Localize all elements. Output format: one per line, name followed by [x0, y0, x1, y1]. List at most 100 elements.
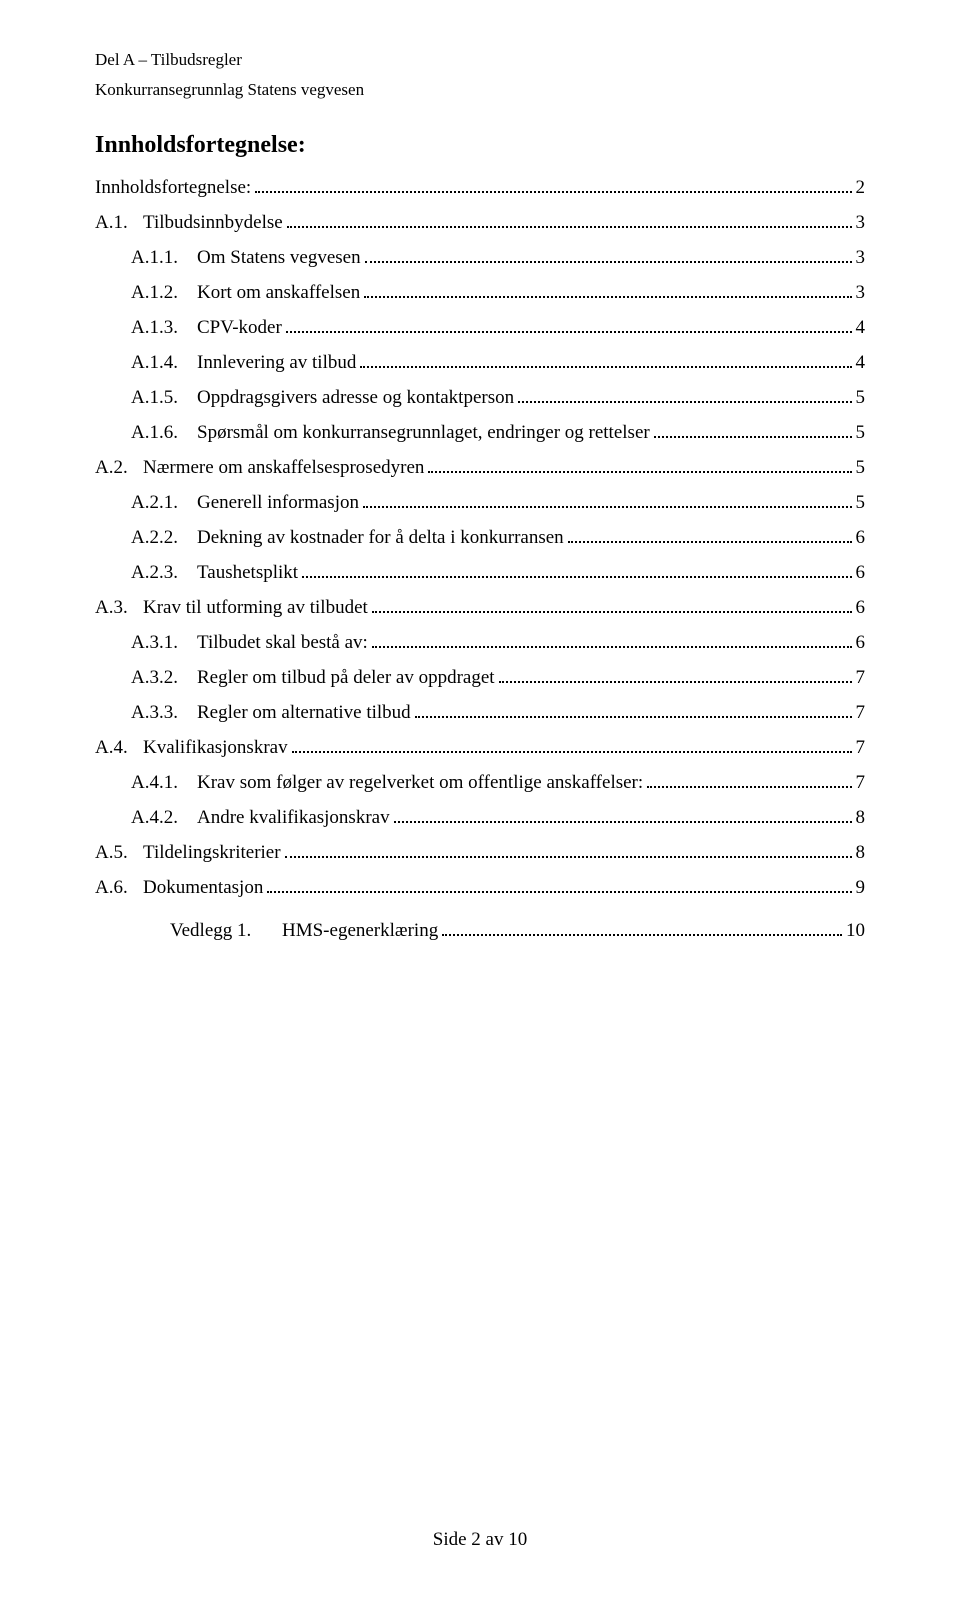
toc-entry-text: Tilbudsinnbydelse: [143, 212, 283, 234]
toc-entry-text: Spørsmål om konkurransegrunnlaget, endri…: [197, 422, 650, 444]
toc-entry-text: HMS-egenerklæring: [282, 920, 438, 942]
toc-entry-number: A.2.: [95, 457, 143, 479]
toc-entry-number: A.1.6.: [131, 422, 197, 444]
toc-leader: [287, 226, 852, 228]
toc-entry-text: Tildelingskriterier: [143, 842, 281, 864]
toc-entry-page: 8: [856, 842, 866, 864]
toc-entry-text: Krav til utforming av tilbudet: [143, 597, 368, 619]
toc-entry-page: 7: [856, 702, 866, 724]
toc-entry-page: 4: [856, 352, 866, 374]
toc-leader: [647, 786, 851, 788]
toc-entry-number: A.1.5.: [131, 387, 197, 409]
toc-leader: [499, 681, 852, 683]
toc-entry-number: Vedlegg 1.: [170, 920, 282, 942]
toc-entry-page: 3: [856, 212, 866, 234]
toc-entry-page: 6: [856, 597, 866, 619]
toc-entry-page: 2: [856, 177, 866, 199]
toc-entry-text: Regler om tilbud på deler av oppdraget: [197, 667, 495, 689]
toc-entry-number: A.3.1.: [131, 632, 197, 654]
toc-entry-text: Oppdragsgivers adresse og kontaktperson: [197, 387, 514, 409]
toc-entry-text: Innholdsfortegnelse:: [95, 177, 251, 199]
toc-entry-page: 5: [856, 492, 866, 514]
toc-entry-page: 6: [856, 562, 866, 584]
toc-leader: [372, 646, 852, 648]
toc-entry-number: A.6.: [95, 877, 143, 899]
toc-leader: [428, 471, 851, 473]
header-line-2: Konkurransegrunnlag Statens vegvesen: [95, 80, 865, 100]
toc-leader: [255, 191, 851, 193]
toc-row: A.4.1.Krav som følger av regelverket om …: [95, 772, 865, 794]
toc-entry-page: 3: [856, 282, 866, 304]
toc-entry-number: A.1.3.: [131, 317, 197, 339]
toc-entry-page: 5: [856, 422, 866, 444]
toc-leader: [415, 716, 852, 718]
toc-row: A.2.1.Generell informasjon 5: [95, 492, 865, 514]
toc-entry-page: 7: [856, 667, 866, 689]
toc-entry-number: A.1.4.: [131, 352, 197, 374]
toc-entry-number: A.1.: [95, 212, 143, 234]
toc-leader: [363, 506, 852, 508]
toc-row: Vedlegg 1.HMS-egenerklæring 10: [95, 920, 865, 942]
toc-entry-text: Dekning av kostnader for å delta i konku…: [197, 527, 564, 549]
toc-entry-page: 4: [856, 317, 866, 339]
toc-entry-number: A.2.1.: [131, 492, 197, 514]
toc-entry-page: 5: [856, 387, 866, 409]
toc-row: A.2.3.Taushetsplikt6: [95, 562, 865, 584]
toc-row: A.2.2.Dekning av kostnader for å delta i…: [95, 527, 865, 549]
toc-entry-text: Regler om alternative tilbud: [197, 702, 411, 724]
toc-leader: [360, 366, 851, 368]
toc-row: A.1.1.Om Statens vegvesen 3: [95, 247, 865, 269]
toc-entry-text: Om Statens vegvesen: [197, 247, 361, 269]
toc-leader: [286, 331, 852, 333]
toc-entry-number: A.1.1.: [131, 247, 197, 269]
toc-entry-number: A.4.: [95, 737, 143, 759]
toc-entry-text: Innlevering av tilbud: [197, 352, 356, 374]
toc-entry-text: Krav som følger av regelverket om offent…: [197, 772, 643, 794]
toc-row: A.1.6.Spørsmål om konkurransegrunnlaget,…: [95, 422, 865, 444]
toc-entry-page: 3: [856, 247, 866, 269]
toc-row: Innholdsfortegnelse: 2: [95, 177, 865, 199]
toc-leader: [518, 401, 851, 403]
toc-row: A.1.2.Kort om anskaffelsen 3: [95, 282, 865, 304]
toc-row: A.3.2.Regler om tilbud på deler av oppdr…: [95, 667, 865, 689]
toc-entry-page: 8: [856, 807, 866, 829]
toc-entry-page: 6: [856, 632, 866, 654]
toc-leader: [654, 436, 852, 438]
toc-entry-page: 10: [846, 920, 865, 942]
toc-entry-text: Kort om anskaffelsen: [197, 282, 360, 304]
toc-row: A.3.3.Regler om alternative tilbud 7: [95, 702, 865, 724]
toc-row: A.5.Tildelingskriterier 8: [95, 842, 865, 864]
toc-row: A.4.Kvalifikasjonskrav7: [95, 737, 865, 759]
toc-entry-number: A.3.3.: [131, 702, 197, 724]
page-title: Innholdsfortegnelse:: [95, 132, 865, 159]
toc-entry-text: Nærmere om anskaffelsesprosedyren: [143, 457, 424, 479]
toc-entry-number: A.5.: [95, 842, 143, 864]
toc-entry-number: A.4.1.: [131, 772, 197, 794]
toc-leader: [302, 576, 851, 578]
toc-row: A.1.Tilbudsinnbydelse 3: [95, 212, 865, 234]
toc-entry-number: A.1.2.: [131, 282, 197, 304]
toc-row: A.2.Nærmere om anskaffelsesprosedyren 5: [95, 457, 865, 479]
toc-entry-page: 5: [856, 457, 866, 479]
document-page: Del A – Tilbudsregler Konkurransegrunnla…: [0, 0, 960, 1599]
toc-entry-number: A.4.2.: [131, 807, 197, 829]
toc-row: A.1.3.CPV-koder 4: [95, 317, 865, 339]
toc-leader: [394, 821, 852, 823]
toc-entry-text: Tilbudet skal bestå av:: [197, 632, 368, 654]
header-line-1: Del A – Tilbudsregler: [95, 50, 865, 70]
toc-entry-number: A.2.3.: [131, 562, 197, 584]
toc-entry-text: CPV-koder: [197, 317, 282, 339]
toc-leader: [285, 856, 852, 858]
toc-row: A.4.2.Andre kvalifikasjonskrav 8: [95, 807, 865, 829]
toc-leader: [364, 296, 851, 298]
toc-entry-page: 7: [856, 772, 866, 794]
toc-entry-page: 6: [856, 527, 866, 549]
toc-leader: [442, 934, 842, 936]
toc-leader: [292, 751, 852, 753]
toc-entry-number: A.2.2.: [131, 527, 197, 549]
toc-entry-page: 9: [856, 877, 866, 899]
toc-entry-text: Andre kvalifikasjonskrav: [197, 807, 390, 829]
toc-entry-text: Generell informasjon: [197, 492, 359, 514]
toc-entry-text: Kvalifikasjonskrav: [143, 737, 288, 759]
toc-row: A.1.5.Oppdragsgivers adresse og kontaktp…: [95, 387, 865, 409]
